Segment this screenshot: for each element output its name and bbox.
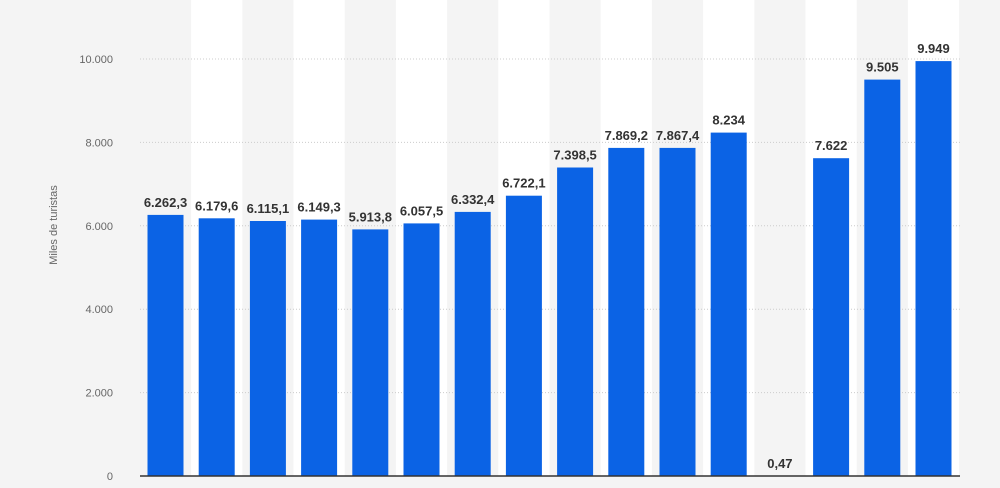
y-tick-label: 10.000 (79, 54, 113, 66)
bar-value-label: 7.398,5 (553, 148, 596, 163)
y-tick-label: 0 (107, 471, 113, 483)
bar-value-label: 9.949 (917, 41, 950, 56)
bar (864, 79, 901, 476)
bar-value-label: 6.149,3 (297, 200, 340, 215)
bar-value-label: 7.622 (815, 138, 848, 153)
bar (403, 223, 440, 476)
y-tick-label: 8.000 (85, 137, 113, 149)
bar (659, 147, 696, 476)
bar-value-label: 6.057,5 (400, 203, 443, 218)
y-axis-label: Miles de turistas (48, 185, 60, 265)
bar-value-label: 0,47 (767, 456, 792, 471)
bar-value-label: 9.505 (866, 60, 899, 75)
bar (147, 214, 184, 476)
bar-value-label: 6.722,1 (502, 176, 545, 191)
y-tick-label: 4.000 (85, 304, 113, 316)
bar-value-label: 6.115,1 (247, 201, 290, 216)
bar-value-label: 8.234 (712, 113, 745, 128)
bar (198, 218, 235, 477)
bar (710, 132, 747, 476)
bar (608, 147, 645, 476)
bar (505, 195, 542, 476)
bar-value-label: 6.262,3 (144, 195, 187, 210)
bar-value-label: 7.869,2 (605, 128, 648, 143)
bar-value-label: 5.913,8 (349, 209, 392, 224)
bar (352, 229, 389, 476)
bar-value-label: 6.179,6 (195, 198, 238, 213)
bar-value-label: 6.332,4 (451, 192, 495, 207)
y-tick-label: 6.000 (85, 221, 113, 233)
bar (301, 219, 338, 476)
bar (557, 167, 594, 476)
bar-value-label: 7.867,4 (656, 128, 700, 143)
bar (915, 61, 952, 476)
bar (454, 211, 491, 476)
bar (813, 158, 850, 476)
y-tick-label: 2.000 (85, 388, 113, 400)
bar (249, 221, 286, 476)
